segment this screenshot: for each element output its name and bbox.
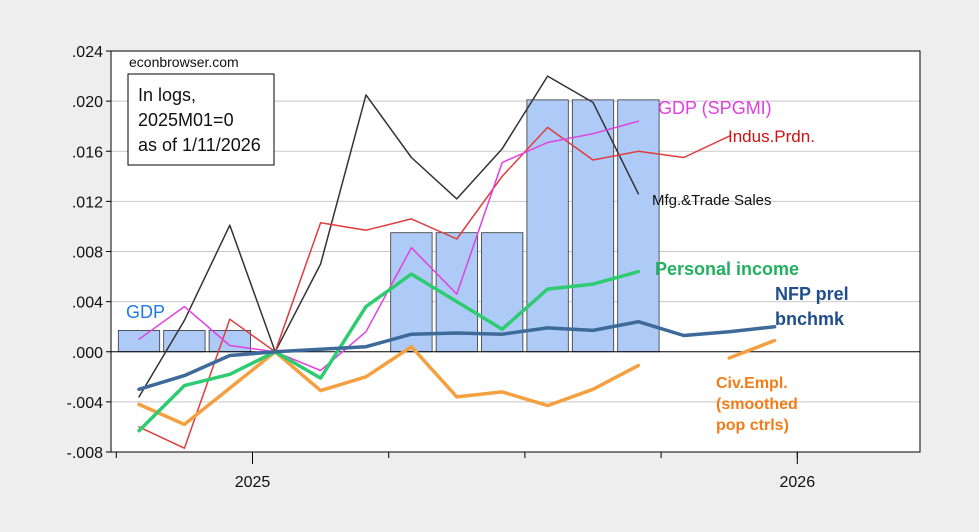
label-gdp-spgmi: GDP (SPGMI) [658, 98, 772, 118]
x-axis: 2025 2026 [115, 452, 816, 491]
label-nfp-prel: NFP prel [775, 284, 849, 304]
series-line-indus-prdn [138, 126, 730, 449]
series-line-personal-income [137, 269, 641, 433]
label-personal-income: Personal income [655, 259, 799, 279]
label-bnchmk: bnchmk [775, 309, 845, 329]
source-label: econbrowser.com [129, 54, 239, 70]
y-tick-label: .020 [72, 94, 103, 111]
label-gdp: GDP [126, 302, 165, 322]
label-smoothed: (smoothed [716, 396, 798, 413]
gdp-bar [617, 99, 660, 353]
label-mfg-trade-sales: Mfg.&Trade Sales [652, 192, 772, 209]
series-line-nfp-prel-bnchmk [137, 319, 777, 392]
note-line-1: In logs, [138, 85, 196, 105]
gdp-bars [117, 99, 660, 353]
y-tick-label: .016 [72, 144, 103, 161]
gdp-bar [163, 330, 206, 353]
label-pop-ctrls: pop ctrls) [716, 417, 789, 434]
series-line-mfg-trade-sales [138, 75, 640, 398]
y-tick-label: .024 [72, 44, 103, 61]
x-tick-label: 2025 [235, 474, 271, 491]
y-tick-label: -.008 [67, 445, 104, 462]
y-tick-label: .012 [72, 194, 103, 211]
series-line-civ-empl-smoothed-pop-ctrls [727, 338, 777, 360]
y-tick-label: -.004 [67, 395, 104, 412]
note-line-3: as of 1/11/2026 [138, 135, 261, 155]
x-tick-label: 2026 [780, 474, 816, 491]
label-indus-prdn: Indus.Prdn. [728, 127, 815, 146]
y-tick-label: .004 [72, 295, 103, 312]
note-line-2: 2025M01=0 [138, 110, 234, 130]
note-box [127, 73, 275, 166]
series-line-civ-empl-smoothed-pop-ctrls [137, 344, 641, 427]
gdp-bar [390, 232, 433, 353]
gdp-bar [117, 330, 161, 353]
series-lines [137, 75, 777, 449]
y-tick-label: .008 [72, 245, 103, 262]
gdp-bar [571, 99, 615, 353]
label-civ-empl: Civ.Empl. [716, 375, 788, 392]
y-axis: -.008 -.004 .000 .004 .008 .012 .016 .020 .024 [67, 44, 111, 462]
y-tick-label: .000 [72, 345, 103, 362]
